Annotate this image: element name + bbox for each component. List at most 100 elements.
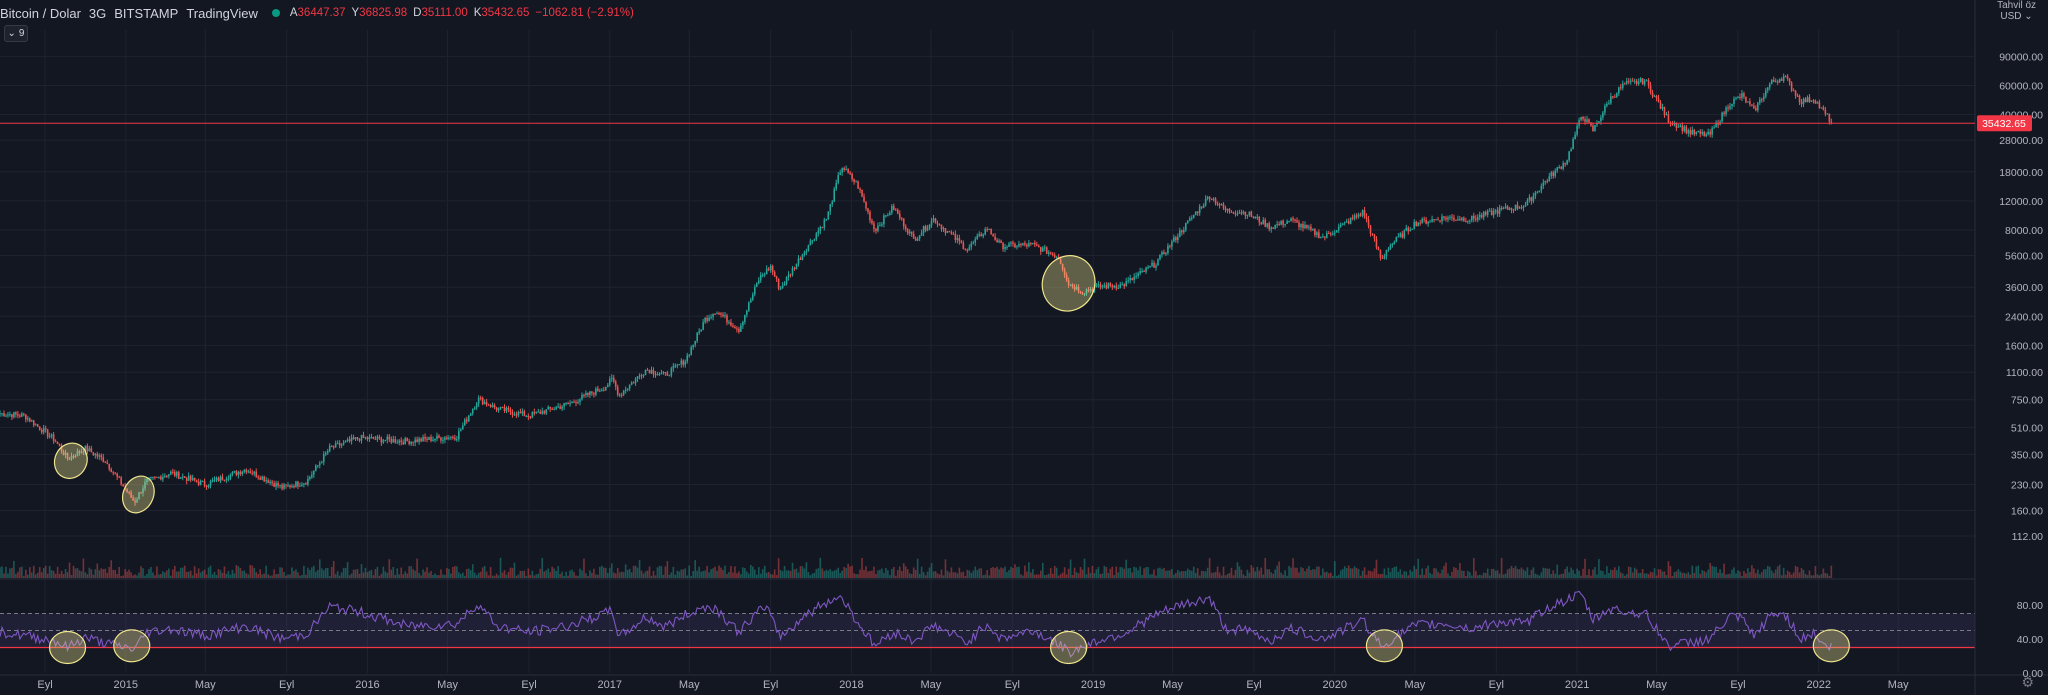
candle-body (86, 445, 89, 452)
candle-body (1633, 80, 1636, 82)
volume-bar (1788, 572, 1791, 578)
candle-body (658, 374, 661, 376)
volume-bar (1516, 568, 1519, 578)
volume-bar (1536, 574, 1539, 578)
volume-bar (84, 572, 87, 578)
candle-body (887, 215, 889, 217)
volume-bar (1328, 573, 1330, 578)
volume-bar (273, 569, 275, 578)
volume-bar (791, 562, 794, 578)
candle-body (58, 444, 61, 447)
candle-body (376, 436, 379, 440)
candle-body (1335, 230, 1338, 233)
interval-label[interactable]: 3G (88, 5, 107, 21)
candle-body (1786, 76, 1789, 79)
volume-bar (716, 570, 718, 578)
candle-body (720, 313, 722, 315)
volume-bar (1181, 571, 1183, 578)
volume-bar (879, 569, 881, 578)
candle-body (1300, 224, 1302, 228)
candle-body (438, 435, 440, 438)
volume-bar (1792, 572, 1795, 578)
volume-bar (1663, 571, 1666, 578)
volume-bar (1643, 573, 1646, 578)
collapse-indicators-button[interactable]: ⌄ 9 (4, 25, 28, 42)
candle-body (1230, 211, 1233, 213)
volume-bar (746, 571, 748, 578)
volume-bar (1415, 569, 1418, 578)
volume-bar (1226, 573, 1229, 578)
candle-body (392, 439, 395, 443)
settings-gear-icon[interactable]: ⚙ (2021, 674, 2034, 690)
currency-label[interactable]: USD ⌄ (2000, 11, 2033, 22)
candle-body (225, 479, 228, 481)
candle-body (285, 484, 287, 486)
volume-bar (577, 575, 579, 578)
volume-bar (1528, 574, 1531, 578)
volume-bar (1514, 565, 1517, 578)
volume-bar (960, 572, 963, 578)
candle-body (591, 391, 593, 394)
volume-bar (622, 572, 625, 578)
volume-bar (1747, 568, 1749, 578)
volume-bar (229, 574, 232, 578)
volume-bar (851, 565, 853, 578)
volume-bar (1463, 570, 1465, 578)
volume-bar (887, 570, 889, 578)
candle-body (1776, 81, 1779, 83)
candle-body (785, 277, 788, 284)
candle-body (805, 251, 808, 253)
volume-bar (9, 568, 11, 578)
volume-bar (1097, 566, 1100, 578)
candle-body (233, 471, 236, 473)
volume-bar (992, 566, 994, 578)
candle-body (217, 477, 220, 482)
volume-bar (336, 571, 339, 578)
candle-body (342, 442, 345, 445)
volume-bar (0, 567, 1, 578)
volume-bar (203, 569, 206, 578)
volume-bar (1675, 571, 1678, 578)
candle-body (761, 274, 764, 276)
volume-bar (489, 567, 492, 578)
volume-bar (1252, 567, 1255, 578)
candle-body (523, 411, 526, 417)
volume-bar (1681, 572, 1684, 578)
volume-bar (422, 569, 424, 578)
candle-body (700, 329, 702, 331)
volume-bar (674, 574, 677, 578)
candle-body (829, 204, 832, 212)
candle-body (1697, 131, 1700, 133)
volume-bar (527, 568, 530, 578)
volume-bar (257, 573, 260, 578)
symbol-title[interactable]: Bitcoin / Dolar (0, 5, 81, 21)
candle-body (1635, 80, 1638, 84)
candle-body (23, 413, 25, 415)
candle-body (1471, 215, 1473, 221)
volume-bar (342, 567, 345, 578)
volume-bar (183, 565, 186, 578)
candle-body (1592, 125, 1594, 132)
candle-body (1181, 230, 1183, 233)
candle-body (726, 315, 728, 323)
candle-body (672, 365, 675, 369)
volume-bar (1105, 567, 1108, 578)
candle-body (1123, 284, 1126, 287)
candle-body (1345, 221, 1348, 223)
volume-bar (261, 574, 263, 578)
candle-body (104, 461, 107, 463)
volume-bar (1085, 574, 1088, 578)
volume-bar (930, 563, 933, 578)
candle-body (553, 409, 555, 411)
candle-body (281, 485, 283, 489)
volume-bar (1381, 573, 1384, 578)
candle-body (958, 238, 961, 242)
volume-bar (1171, 568, 1173, 578)
candle-body (1556, 167, 1559, 171)
volume-bar (714, 566, 716, 578)
volume-bar (1298, 572, 1300, 578)
volume-bar (1347, 565, 1350, 578)
price-scale-mode[interactable]: Tahvil öz USD ⌄ (1997, 0, 2036, 22)
volume-bar (885, 567, 887, 578)
